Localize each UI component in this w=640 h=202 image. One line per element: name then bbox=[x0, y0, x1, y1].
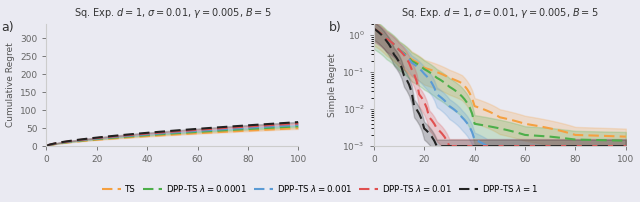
Legend: TS, DPP-TS $\lambda=0.0001$, DPP-TS $\lambda=0.001$, DPP-TS $\lambda=0.01$, DPP-: TS, DPP-TS $\lambda=0.0001$, DPP-TS $\la… bbox=[99, 180, 541, 198]
DPP-TS $\lambda=0.0001$ bbox=[294, 125, 302, 127]
TS bbox=[106, 138, 113, 140]
DPP-TS $\lambda=0.001$ bbox=[232, 127, 239, 130]
DPP-TS $\lambda=0.001$ bbox=[194, 130, 202, 132]
DPP-TS $\lambda=1$ bbox=[194, 128, 202, 130]
DPP-TS $\lambda=0.001$ bbox=[159, 132, 166, 135]
DPP-TS $\lambda=0.01$ bbox=[159, 131, 166, 134]
Text: b): b) bbox=[328, 21, 341, 35]
DPP-TS $\lambda=0.01$ bbox=[219, 127, 227, 129]
DPP-TS $\lambda=0.0001$ bbox=[232, 128, 239, 131]
DPP-TS $\lambda=1$ bbox=[60, 141, 68, 143]
DPP-TS $\lambda=1$ bbox=[106, 135, 113, 138]
DPP-TS $\lambda=1$ bbox=[294, 121, 302, 123]
TS bbox=[219, 131, 227, 133]
DPP-TS $\lambda=0.01$ bbox=[42, 145, 50, 147]
DPP-TS $\lambda=0.01$ bbox=[294, 122, 302, 125]
DPP-TS $\lambda=0.01$ bbox=[106, 136, 113, 138]
Line: DPP-TS $\lambda=0.0001$: DPP-TS $\lambda=0.0001$ bbox=[46, 126, 298, 146]
TS bbox=[294, 127, 302, 129]
Line: DPP-TS $\lambda=0.01$: DPP-TS $\lambda=0.01$ bbox=[46, 124, 298, 146]
DPP-TS $\lambda=0.001$ bbox=[42, 145, 50, 147]
DPP-TS $\lambda=1$ bbox=[42, 145, 50, 147]
DPP-TS $\lambda=1$ bbox=[232, 125, 239, 127]
Line: DPP-TS $\lambda=1$: DPP-TS $\lambda=1$ bbox=[46, 122, 298, 146]
DPP-TS $\lambda=0.001$ bbox=[106, 136, 113, 139]
TS bbox=[232, 130, 239, 132]
DPP-TS $\lambda=1$ bbox=[159, 130, 166, 133]
Line: DPP-TS $\lambda=0.001$: DPP-TS $\lambda=0.001$ bbox=[46, 125, 298, 146]
DPP-TS $\lambda=0.0001$ bbox=[219, 129, 227, 132]
Line: TS: TS bbox=[46, 128, 298, 146]
TS bbox=[60, 142, 68, 144]
DPP-TS $\lambda=1$ bbox=[219, 126, 227, 128]
DPP-TS $\lambda=0.001$ bbox=[294, 124, 302, 126]
DPP-TS $\lambda=0.0001$ bbox=[42, 145, 50, 147]
DPP-TS $\lambda=0.0001$ bbox=[106, 137, 113, 139]
DPP-TS $\lambda=0.0001$ bbox=[159, 133, 166, 135]
DPP-TS $\lambda=0.01$ bbox=[232, 126, 239, 128]
TS bbox=[42, 145, 50, 147]
DPP-TS $\lambda=0.001$ bbox=[219, 128, 227, 130]
Text: a): a) bbox=[1, 21, 13, 35]
Title: Sq. Exp. $d=1$, $\sigma=0.01$, $\gamma=0.005$, $B=5$: Sq. Exp. $d=1$, $\sigma=0.01$, $\gamma=0… bbox=[401, 6, 598, 20]
DPP-TS $\lambda=0.0001$ bbox=[60, 141, 68, 144]
DPP-TS $\lambda=0.0001$ bbox=[194, 131, 202, 133]
DPP-TS $\lambda=0.001$ bbox=[60, 141, 68, 143]
DPP-TS $\lambda=0.01$ bbox=[194, 129, 202, 131]
Y-axis label: Cumulative Regret: Cumulative Regret bbox=[6, 43, 15, 127]
TS bbox=[159, 134, 166, 136]
Y-axis label: Simple Regret: Simple Regret bbox=[328, 53, 337, 117]
Title: Sq. Exp. $d=1$, $\sigma=0.01$, $\gamma=0.005$, $B=5$: Sq. Exp. $d=1$, $\sigma=0.01$, $\gamma=0… bbox=[74, 6, 271, 20]
TS bbox=[194, 132, 202, 134]
DPP-TS $\lambda=0.01$ bbox=[60, 141, 68, 143]
